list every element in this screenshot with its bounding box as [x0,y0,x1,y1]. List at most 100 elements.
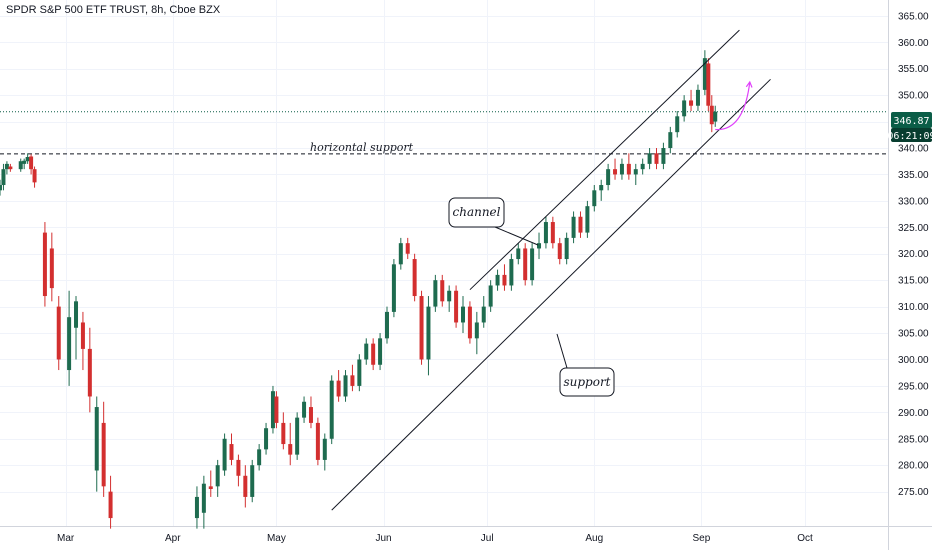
y-tick-label: 355.00 [898,64,929,75]
candle [447,285,452,312]
candle [640,158,645,175]
y-tick-label: 290.00 [898,408,929,419]
x-tick-label: Oct [797,533,813,544]
candle [626,153,631,180]
candle-body [709,105,714,125]
candle [336,370,341,402]
x-tick-label: Aug [585,533,603,544]
candle [647,148,652,170]
candle-body [606,169,611,186]
price-axis[interactable]: 275.00 280.00 285.00 290.00 295.00 300.00 305.… [898,11,929,498]
projection-arrow-head [745,80,753,88]
candle-body [74,301,79,328]
candle [0,179,2,196]
candle [571,211,576,244]
candle [695,84,700,112]
candle [661,142,666,170]
x-tick-label: Jul [481,533,494,544]
candle-body [613,169,618,175]
horizontal-support-group: horizontal support [0,141,888,155]
candle-body [391,264,396,312]
candle [322,433,327,471]
candle-body [18,161,23,170]
candle-body [530,248,535,281]
candle [1,163,6,191]
candle-body [564,237,569,260]
candle-body [682,100,687,117]
candle-body [288,444,293,455]
candle-body [25,157,30,162]
channel-lower-trendline[interactable] [331,78,771,511]
candle [270,385,275,434]
candle [108,475,113,529]
candle-body [208,486,213,489]
candle-body [571,216,576,238]
candle [101,401,106,497]
candle [578,211,583,238]
channel-upper-trendline[interactable] [469,29,740,291]
y-tick-label: 315.00 [898,276,929,287]
candle [308,396,313,429]
candle [502,264,507,291]
candle [613,158,618,180]
candle-body [274,396,279,423]
candle [384,306,389,344]
candle-body [264,428,269,450]
candle [633,163,638,186]
candle [599,179,604,201]
candle-body [419,296,424,360]
candle-body [433,280,438,307]
candle [250,459,255,503]
candle-body [315,422,320,460]
candle-body [412,259,417,297]
support-callout-text: support [563,375,610,389]
candle-body [502,274,507,286]
y-tick-label: 310.00 [898,302,929,313]
candle [329,375,334,445]
candle-body [270,391,275,429]
candle-body [405,243,410,254]
candle [523,243,528,286]
candle-body [675,116,680,133]
candle-body [474,322,479,339]
candle-body [706,63,711,106]
candle [440,274,445,307]
candle [281,412,286,450]
x-tick-label: Mar [57,533,75,544]
candle [29,154,34,175]
candle [357,354,362,392]
candle [371,338,376,371]
candle [675,111,680,138]
candle [18,158,23,172]
candle [668,126,673,154]
candle [194,486,199,529]
candle-body [467,306,472,339]
time-axis[interactable]: Mar Apr May Jun Jul Aug Sep Oct [57,533,813,544]
candle-body [633,169,638,175]
projection-arrow[interactable] [715,80,753,131]
candle [378,333,383,371]
horizontal-support-label: horizontal support [310,141,414,154]
candle [343,370,348,402]
candle-body [201,483,206,513]
candle [461,296,466,334]
projection-arrow-curve [715,81,751,131]
y-tick-label: 280.00 [898,461,929,472]
y-tick-label: 365.00 [898,11,929,22]
support-callout[interactable]: support [556,333,615,397]
channel-callout[interactable]: channel [448,197,539,246]
candle-body [626,163,631,175]
candle [236,454,241,487]
candle [537,232,542,260]
candle [689,89,694,112]
candle-body [302,401,307,418]
grid [0,0,888,526]
candle-body [713,111,718,122]
candle-body [22,160,27,164]
candle-body [488,285,493,307]
candle-body [509,259,514,286]
candle [22,158,27,170]
candle-body [695,89,700,106]
